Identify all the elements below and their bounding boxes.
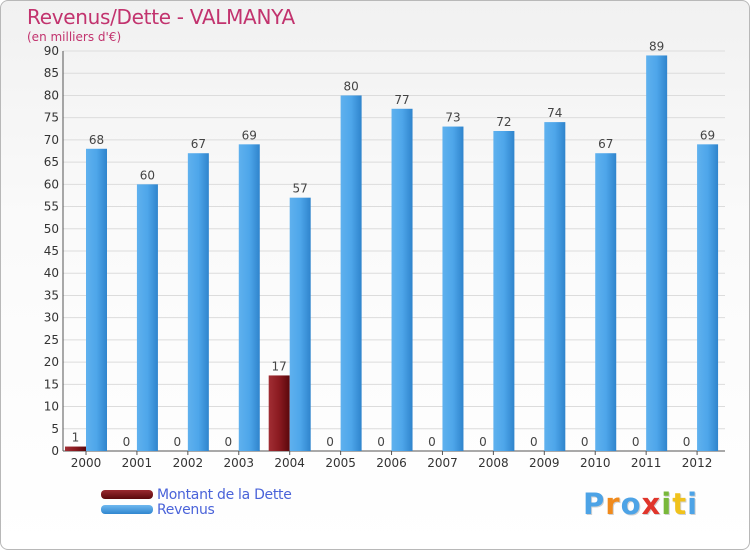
y-tick-label: 90 xyxy=(44,44,59,58)
legend-swatch-revenus xyxy=(101,505,153,514)
chart-title: Revenus/Dette - VALMANYA xyxy=(27,5,295,29)
bar-revenus xyxy=(238,144,260,452)
y-tick-label: 60 xyxy=(44,177,59,191)
data-label-revenus: 77 xyxy=(394,93,409,107)
data-label-dette: 0 xyxy=(377,435,385,449)
data-label-dette: 0 xyxy=(581,435,589,449)
chart-subtitle: (en milliers d'€) xyxy=(27,30,122,44)
x-tick-label: 2007 xyxy=(427,456,458,470)
bar-revenus xyxy=(697,144,719,452)
data-label-dette: 0 xyxy=(224,435,232,449)
x-tick-label: 2012 xyxy=(682,456,713,470)
bar-dette xyxy=(65,446,86,451)
bar-revenus xyxy=(289,197,311,451)
x-tick-label: 2002 xyxy=(173,456,204,470)
y-tick-label: 30 xyxy=(44,311,59,325)
logo-letter: r xyxy=(605,487,621,521)
legend-label-dette: Montant de la Dette xyxy=(157,486,292,503)
data-label-revenus: 69 xyxy=(700,128,715,142)
y-tick-label: 35 xyxy=(44,288,59,302)
x-tick-label: 2010 xyxy=(580,456,611,470)
logo-letter: x xyxy=(641,487,662,521)
y-tick-label: 10 xyxy=(44,400,59,414)
y-tick-label: 45 xyxy=(44,244,59,258)
y-tick-label: 55 xyxy=(44,200,59,214)
y-tick-label: 0 xyxy=(51,444,59,458)
logo-letter: i xyxy=(661,487,673,521)
data-label-dette: 0 xyxy=(530,435,538,449)
y-tick-label: 40 xyxy=(44,266,59,280)
data-label-revenus: 57 xyxy=(293,182,308,196)
data-label-dette: 0 xyxy=(683,435,691,449)
y-tick-label: 20 xyxy=(44,355,59,369)
x-tick-label: 2006 xyxy=(376,456,407,470)
y-tick-label: 25 xyxy=(44,333,59,347)
legend-label-revenus: Revenus xyxy=(157,501,215,518)
data-label-dette: 17 xyxy=(272,359,287,373)
data-label-revenus: 60 xyxy=(140,168,155,182)
logo-letter: P xyxy=(583,487,606,521)
data-label-dette: 0 xyxy=(632,435,640,449)
y-tick-label: 80 xyxy=(44,88,59,102)
data-label-revenus: 67 xyxy=(191,137,206,151)
logo-letter: o xyxy=(620,487,642,521)
y-tick-label: 70 xyxy=(44,133,59,147)
logo-letter: t xyxy=(672,487,688,521)
data-label-dette: 0 xyxy=(326,435,334,449)
data-label-revenus: 74 xyxy=(547,106,562,120)
x-tick-label: 2011 xyxy=(631,456,662,470)
proxiti-logo: Proxiti xyxy=(583,487,698,521)
bar-revenus xyxy=(544,122,566,451)
bar-dette xyxy=(268,375,290,451)
y-tick-label: 50 xyxy=(44,222,59,236)
data-label-revenus: 68 xyxy=(89,133,104,147)
x-tick-label: 2008 xyxy=(478,456,509,470)
bar-revenus xyxy=(493,131,515,451)
x-tick-label: 2000 xyxy=(71,456,102,470)
data-label-revenus: 73 xyxy=(445,111,460,125)
data-label-revenus: 80 xyxy=(343,79,358,93)
legend: Montant de la Dette Revenus xyxy=(101,486,292,518)
y-tick-label: 85 xyxy=(44,66,59,80)
data-label-dette: 0 xyxy=(123,435,131,449)
bar-revenus xyxy=(340,95,362,451)
x-tick-label: 2003 xyxy=(223,456,254,470)
y-tick-label: 75 xyxy=(44,111,59,125)
bar-revenus xyxy=(86,148,107,451)
bar-revenus xyxy=(136,184,158,452)
x-tick-label: 2001 xyxy=(122,456,153,470)
data-label-dette: 0 xyxy=(479,435,487,449)
logo-letter: i xyxy=(687,487,699,521)
x-tick-label: 2009 xyxy=(529,456,560,470)
y-tick-label: 15 xyxy=(44,377,59,391)
bar-revenus xyxy=(595,153,617,451)
bar-revenus xyxy=(442,126,464,452)
y-tick-label: 65 xyxy=(44,155,59,169)
legend-item-dette: Montant de la Dette xyxy=(101,486,292,503)
bar-revenus xyxy=(391,108,413,452)
legend-item-revenus: Revenus xyxy=(101,501,292,518)
data-label-dette: 0 xyxy=(174,435,182,449)
bar-revenus xyxy=(187,153,209,451)
x-tick-label: 2004 xyxy=(274,456,305,470)
x-tick-label: 2005 xyxy=(325,456,356,470)
data-label-dette: 0 xyxy=(428,435,436,449)
data-label-dette: 1 xyxy=(72,431,80,445)
data-label-revenus: 72 xyxy=(496,115,511,129)
bar-revenus xyxy=(646,55,668,451)
legend-swatch-dette xyxy=(101,490,153,499)
y-tick-label: 5 xyxy=(51,422,59,436)
data-label-revenus: 69 xyxy=(242,128,257,142)
data-label-revenus: 67 xyxy=(598,137,613,151)
data-label-revenus: 89 xyxy=(649,39,664,53)
